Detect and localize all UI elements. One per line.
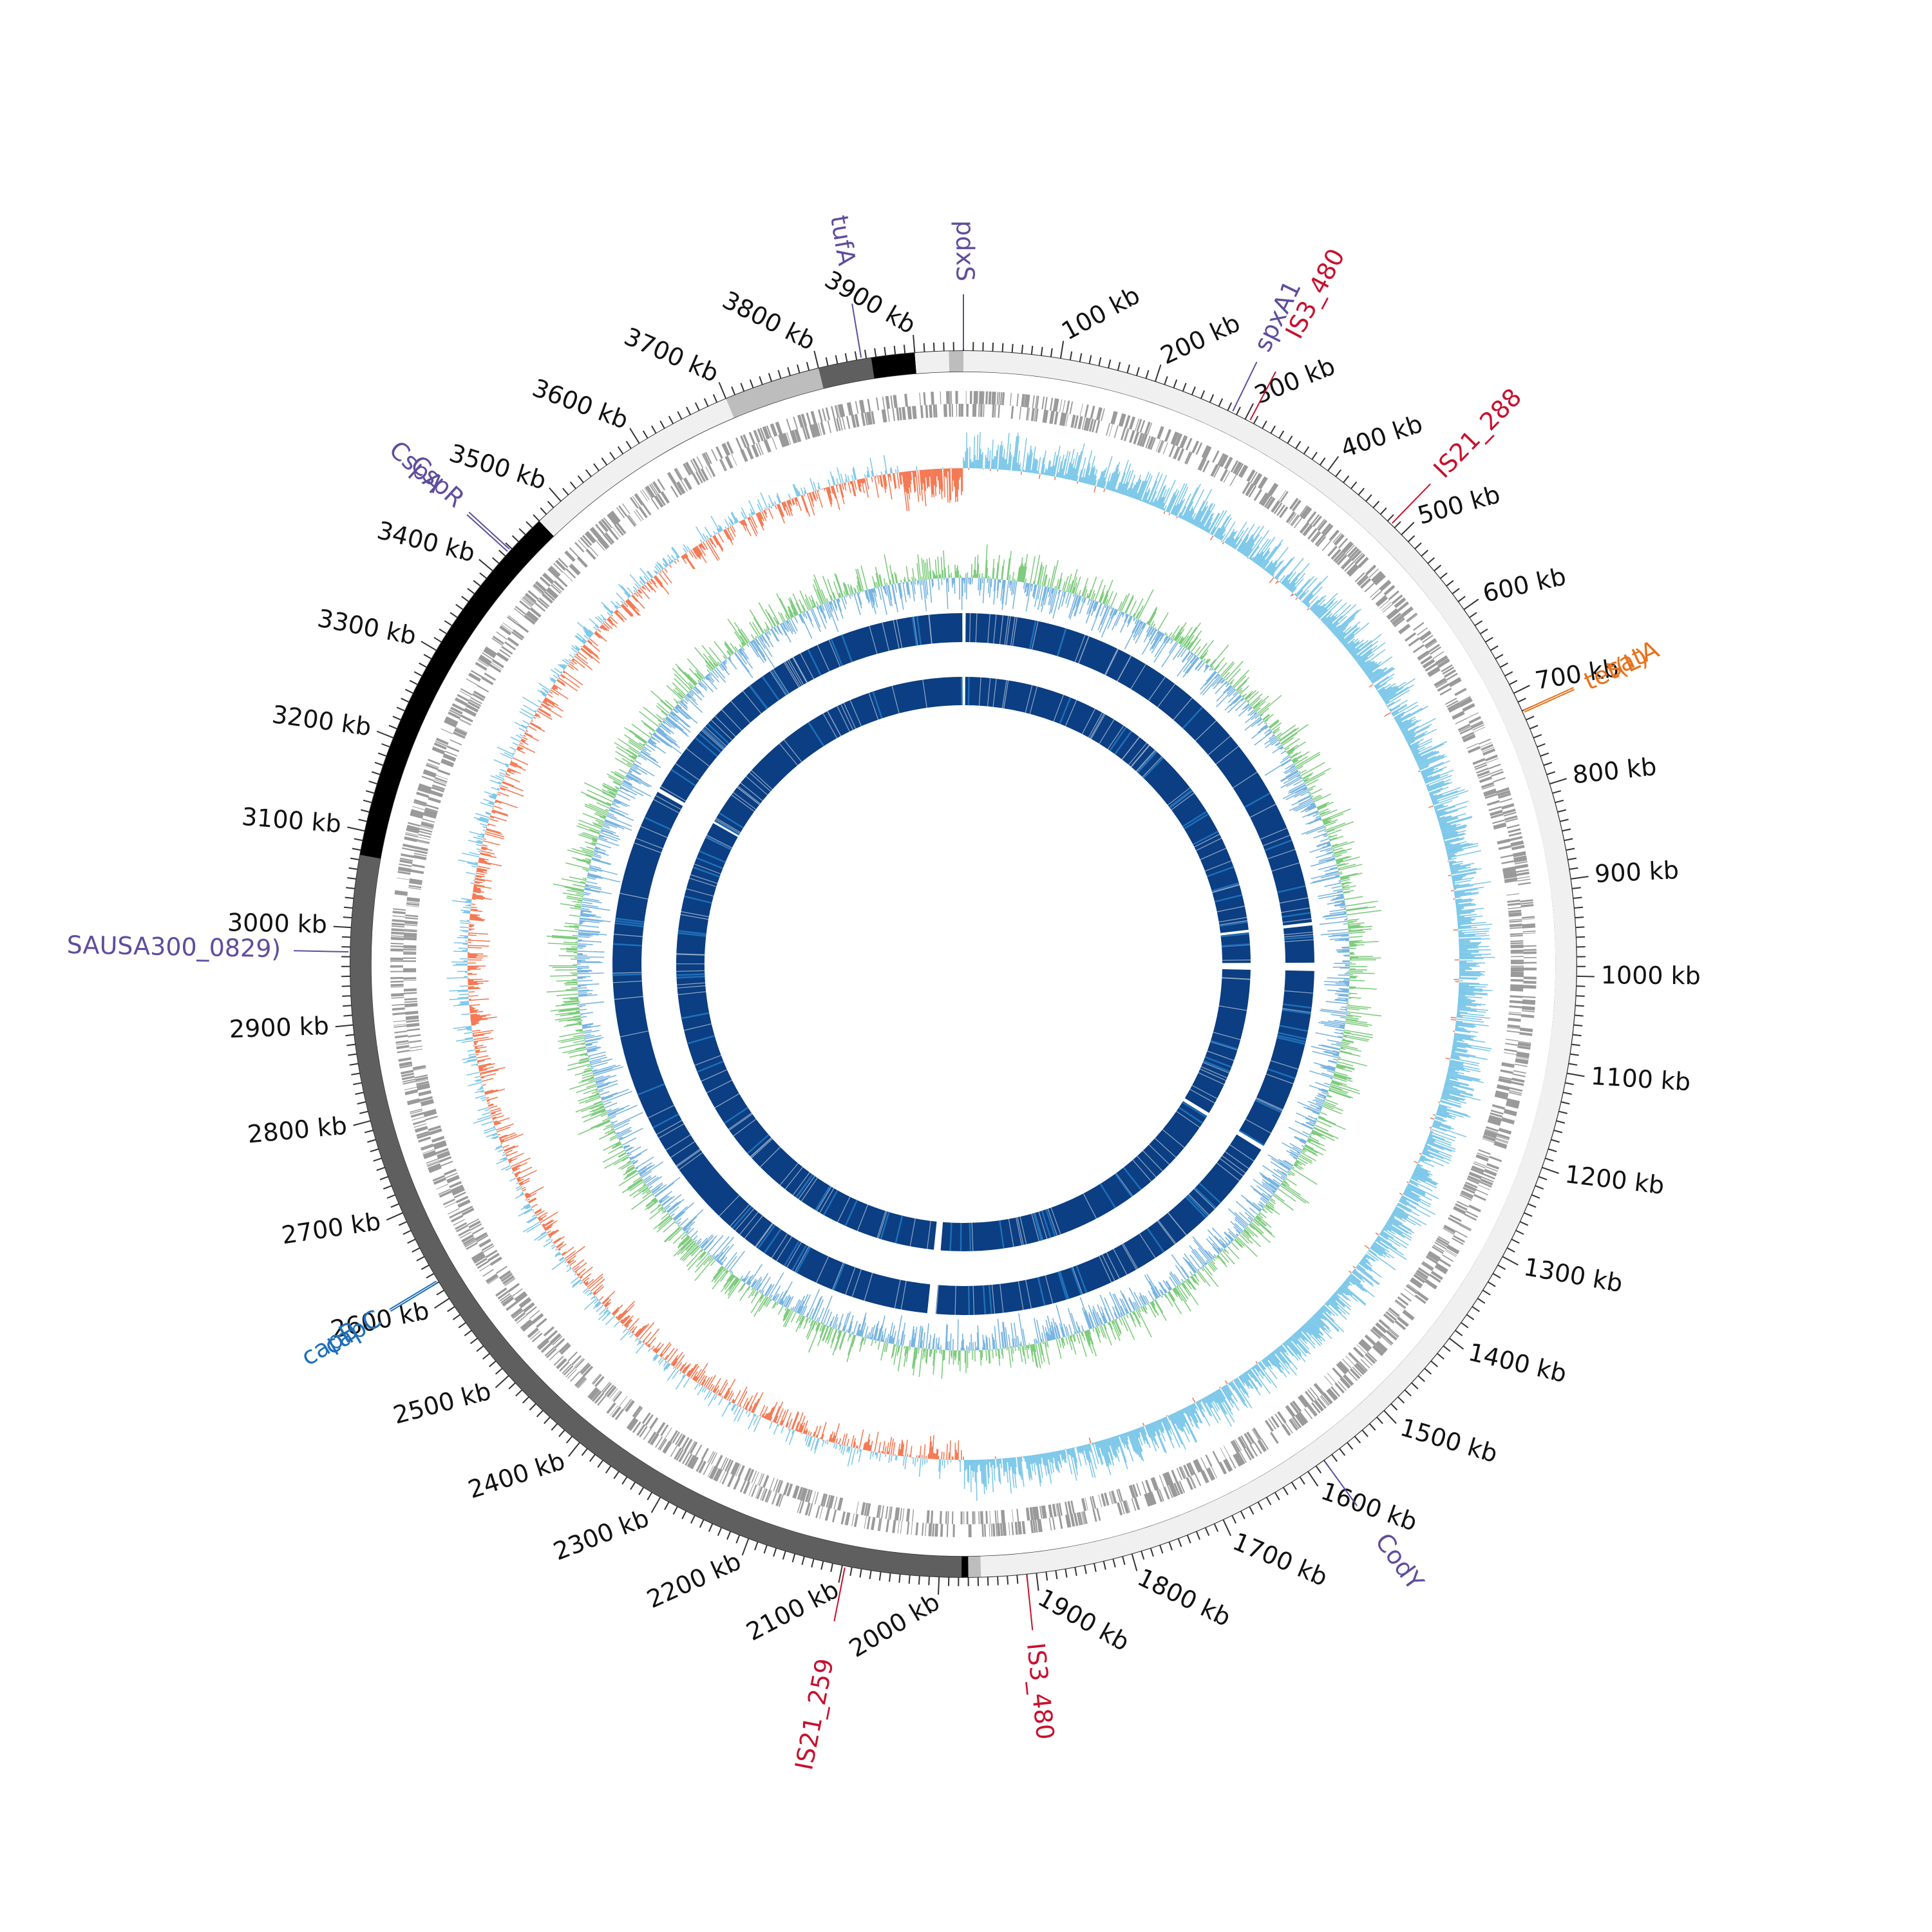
scale-tick-label: 3900 kb [820, 265, 920, 339]
scale-tick-label: 3300 kb [315, 604, 418, 650]
blast-ring-inner [1220, 932, 1251, 963]
scale-tick-label: 1100 kb [1590, 1062, 1691, 1097]
feature-leader-line [389, 1280, 437, 1311]
scale-tick-label: 3200 kb [270, 700, 373, 741]
gc-content-bars-negative [576, 577, 1350, 1351]
contig-ring [350, 351, 1577, 1578]
feature-leader-line [1524, 688, 1575, 713]
scale-tick-label: 2700 kb [279, 1207, 383, 1249]
scale-tick-label: 2800 kb [246, 1112, 348, 1149]
blast-ring-outer [1283, 925, 1314, 963]
contig-block [961, 1557, 969, 1578]
scale-tick-label: 2400 kb [465, 1446, 569, 1504]
feature-leader-line [468, 511, 510, 550]
feature-leader-line [1392, 483, 1431, 524]
feature-label: IS21_288 [1428, 383, 1527, 483]
scale-tick-label: 800 kb [1571, 752, 1658, 789]
blast-ring-outer [612, 791, 931, 1314]
blast-ring-inner [1184, 969, 1251, 1113]
scale-tick-marks [333, 333, 1595, 1595]
contig-block [576, 399, 734, 505]
feature-labels: pdxStufAspxA1IS3_480IS21_288satAtet(L)Co… [66, 213, 1663, 1772]
blast-ring-outer [659, 613, 963, 803]
scale-tick-label: 1600 kb [1318, 1477, 1421, 1537]
contig-block [819, 357, 875, 389]
contig-block [968, 1556, 981, 1577]
blast-ring-inner-variation [676, 676, 1250, 1252]
scale-ticks [333, 333, 1595, 1595]
scale-tick-label: 2000 kb [844, 1587, 945, 1663]
gc-skew-track [446, 432, 1495, 1501]
scale-tick-label: 3000 kb [227, 908, 328, 938]
scale-tick-label: 200 kb [1156, 308, 1244, 370]
feature-leader-line [466, 514, 508, 552]
cds-track [390, 391, 1537, 1537]
scale-tick-label: 2100 kb [742, 1575, 844, 1647]
feature-leader-line [1324, 1461, 1358, 1506]
scale-tick-label: 100 kb [1057, 281, 1144, 346]
contig-block [949, 351, 963, 372]
scale-tick-label: 600 kb [1481, 562, 1569, 608]
contig-block [539, 489, 589, 536]
scale-tick-label: 1000 kb [1601, 961, 1701, 990]
contig-block [360, 521, 554, 859]
feature-label: pdxS [951, 220, 980, 281]
blast-ring-inner [676, 823, 937, 1250]
gc-content-track [546, 544, 1381, 1379]
gc-skew-bars-positive [446, 432, 1495, 1501]
scale-tick-label: 300 kb [1251, 352, 1340, 410]
scale-tick-label: 2300 kb [549, 1504, 652, 1566]
feature-leader-line [1523, 687, 1574, 711]
feature-leader-line [833, 1567, 846, 1622]
cds-bars [390, 391, 1537, 1537]
feature-leader-line [390, 1282, 438, 1312]
blast-ring-inner-texture [676, 676, 1251, 1251]
scale-tick-label: 1800 kb [1133, 1563, 1235, 1632]
scale-tick-label: 2900 kb [229, 1012, 329, 1043]
contig-block [914, 351, 950, 374]
feature-leader-line [1026, 1575, 1034, 1631]
backbone-inner-circle [370, 371, 1557, 1557]
feature-leader-line [1232, 361, 1258, 412]
scale-tick-label: 1700 kb [1229, 1527, 1332, 1591]
gc-skew-bars-negative [467, 468, 1460, 1461]
scale-tick-label: 3400 kb [374, 516, 478, 567]
feature-leader-line [1249, 371, 1276, 421]
feature-label: tufA [825, 213, 861, 268]
contig-block [871, 353, 916, 379]
scale-tick-label: 1200 kb [1564, 1160, 1666, 1200]
blast-ring-inner [940, 1101, 1208, 1252]
feature-label: IS3_480 [1021, 1642, 1059, 1741]
feature-leader-line [294, 950, 349, 952]
feature-label: CodY [1370, 1528, 1430, 1595]
blast-hit-track [612, 613, 1314, 1316]
scale-tick-label: 3600 kb [529, 374, 632, 435]
scale-tick-label: 3100 kb [241, 802, 343, 838]
blast-ring-outer-texture [612, 613, 1314, 1315]
blast-ring-outer [1238, 970, 1314, 1146]
scale-tick-label: 400 kb [1337, 410, 1426, 464]
scale-tick-label: 900 kb [1594, 856, 1680, 888]
gc-content-bars-positive [546, 544, 1381, 1379]
scale-tick-label: 1500 kb [1397, 1413, 1501, 1468]
feature-leader-line [851, 303, 862, 358]
feature-label: IS21_259 [790, 1656, 839, 1772]
scale-tick-label: 3700 kb [620, 322, 723, 388]
blast-ring-outer-variation [612, 616, 1314, 1315]
scale-tick-label: 1300 kb [1522, 1253, 1625, 1298]
scale-tick-label: 3800 kb [718, 286, 820, 356]
contig-block [726, 368, 824, 418]
feature-label: SAUSA300_0829) [66, 931, 281, 963]
scale-tick-label: 2500 kb [390, 1377, 494, 1430]
scale-tick-label: 1400 kb [1466, 1338, 1569, 1388]
scale-tick-label: 2200 kb [643, 1547, 745, 1614]
